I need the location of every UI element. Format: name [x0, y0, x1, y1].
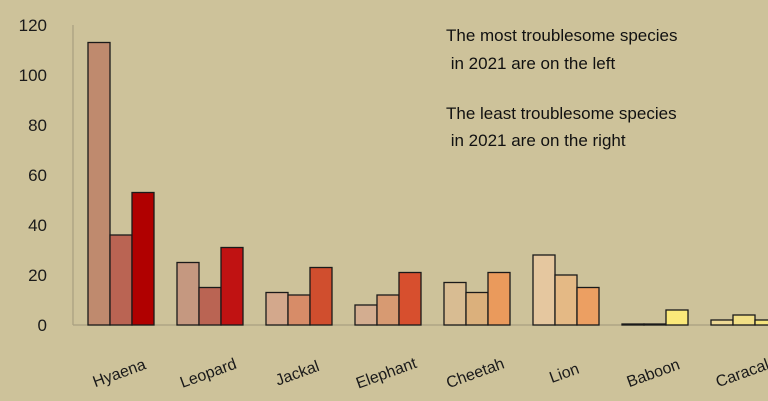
bar-hyaena-2 — [109, 234, 133, 326]
annotation-least-line-2: in 2021 are on the right — [446, 131, 626, 150]
bar-jackal-2 — [287, 294, 311, 326]
y-tick-label: 120 — [19, 16, 47, 35]
bar-hyaena-1 — [87, 41, 111, 326]
bar-caracal-2 — [732, 314, 756, 326]
bar-jackal-1 — [265, 291, 289, 326]
category-label: Baboon — [625, 356, 683, 391]
bar-elephant-2 — [376, 294, 400, 326]
annotation-least: The least troublesome species in 2021 ar… — [446, 104, 677, 150]
bar-leopard-2 — [198, 286, 222, 326]
y-tick-label: 80 — [28, 116, 47, 135]
bar-lion-1 — [532, 254, 556, 326]
bars — [87, 41, 768, 326]
y-tick-label: 20 — [28, 266, 47, 285]
annotation-least-line-1: The least troublesome species — [446, 104, 677, 123]
bar-caracal-1 — [710, 319, 734, 326]
bar-cheetah-2 — [465, 291, 489, 326]
bar-elephant-3 — [398, 271, 422, 326]
category-label: Lion — [547, 361, 581, 387]
category-label: Leopard — [178, 356, 239, 392]
category-label: Jackal — [273, 358, 321, 389]
annotation-most-line-2: in 2021 are on the left — [446, 54, 615, 73]
y-tick-label: 100 — [19, 66, 47, 85]
bar-cheetah-1 — [443, 281, 467, 326]
category-labels: Hyaena Leopard Jackal Elephant Cheetah Lion Ba… — [91, 355, 768, 393]
annotation-most-line-1: The most troublesome species — [446, 26, 678, 45]
annotation-most: The most troublesome species in 2021 are… — [446, 26, 678, 73]
y-tick-label: 0 — [38, 316, 47, 335]
category-label: Cheetah — [444, 355, 507, 392]
bar-jackal-3 — [309, 266, 333, 326]
category-label: Elephant — [354, 355, 420, 393]
y-tick-label: 60 — [28, 166, 47, 185]
bar-cheetah-3 — [487, 271, 511, 326]
bar-caracal-3 — [754, 319, 768, 326]
bar-baboon-2 — [643, 323, 667, 326]
bar-lion-2 — [554, 274, 578, 326]
bar-elephant-1 — [354, 304, 378, 326]
bar-leopard-3 — [220, 246, 244, 326]
bar-baboon-3 — [665, 309, 689, 326]
bar-hyaena-3 — [131, 191, 155, 326]
bar-lion-3 — [576, 286, 600, 326]
y-tick-label: 40 — [28, 216, 47, 235]
bar-leopard-1 — [176, 261, 200, 326]
category-label: Caracal — [714, 356, 768, 391]
category-label: Hyaena — [91, 356, 149, 391]
y-tick-labels: 0 20 40 60 80 100 120 — [19, 16, 47, 335]
bar-baboon-1 — [621, 323, 645, 326]
